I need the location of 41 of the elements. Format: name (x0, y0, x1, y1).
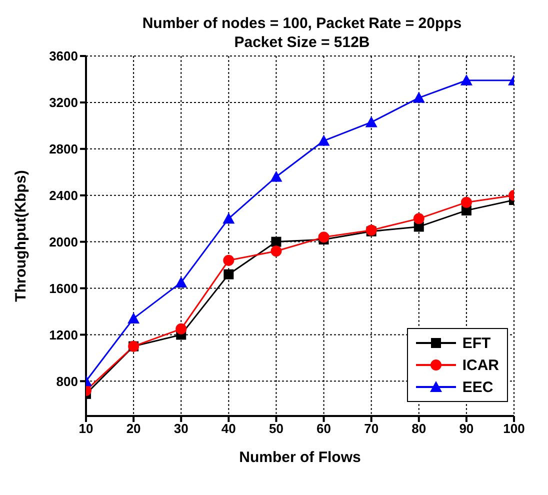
y-tick-label: 800 (56, 374, 78, 389)
point (318, 134, 330, 146)
point (176, 323, 187, 334)
chart-subtitle: Packet Size = 512B (234, 34, 370, 51)
x-axis-title: Number of Flows (239, 449, 361, 466)
x-tick-label: 20 (126, 421, 141, 436)
y-tick-label: 3200 (49, 95, 78, 110)
legend-label: EFT (462, 334, 491, 352)
point (222, 212, 235, 224)
point (223, 254, 234, 266)
point (365, 116, 378, 128)
legend-label: EEC (462, 378, 494, 396)
point (318, 232, 330, 243)
x-tick-label: 50 (268, 421, 284, 436)
point (413, 213, 424, 224)
point (175, 276, 188, 288)
y-tick-label: 2400 (49, 188, 78, 203)
legend-label: ICAR (462, 356, 499, 374)
x-tick-label: 90 (459, 421, 474, 436)
point (270, 246, 282, 257)
x-tick-label: 10 (78, 421, 94, 436)
x-tick-label: 40 (221, 421, 236, 436)
point (412, 92, 425, 103)
x-tick-label: 30 (174, 421, 188, 436)
point (270, 170, 282, 182)
chart-title: Number of nodes = 100, Packet Rate = 20pps (141, 14, 463, 33)
point (460, 196, 472, 208)
x-tick-label: 100 (503, 421, 525, 436)
y-tick-label: 2800 (49, 142, 78, 157)
y-tick-label: 1600 (49, 280, 78, 296)
y-tick-label: 1200 (49, 327, 78, 342)
point (224, 269, 234, 280)
x-tick-label: 70 (364, 421, 379, 436)
y-tick-label: 3600 (49, 48, 78, 64)
x-tick-label: 60 (316, 421, 332, 436)
point (460, 74, 472, 86)
point (271, 236, 282, 247)
y-axis-title: Throughput(Kbps) (12, 170, 30, 302)
point (128, 312, 140, 324)
y-tick-label: 2000 (49, 234, 78, 250)
x-tick-label: 80 (412, 421, 426, 436)
